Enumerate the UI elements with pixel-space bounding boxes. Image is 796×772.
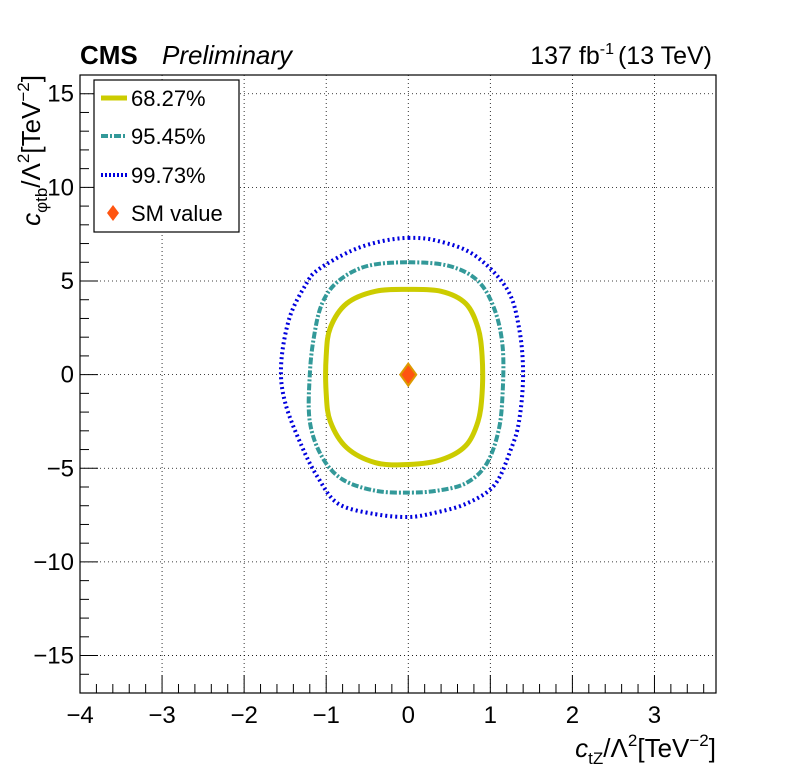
y-tick-label: 10 bbox=[47, 174, 74, 201]
status-label: Preliminary bbox=[162, 40, 294, 70]
x-tick-label: 0 bbox=[402, 702, 415, 729]
y-tick-label: 5 bbox=[61, 268, 74, 295]
contour-95-45 bbox=[306, 260, 506, 495]
experiment-label: CMS bbox=[80, 40, 138, 70]
lumi-label: 137 fb-1 (13 TeV) bbox=[530, 41, 712, 70]
x-tick-label: 2 bbox=[566, 702, 579, 729]
y-tick-label: −5 bbox=[47, 455, 74, 482]
legend-swatch-sm bbox=[107, 205, 119, 221]
contour-99-73 bbox=[278, 235, 526, 520]
sm-marker-layer bbox=[399, 361, 418, 388]
legend-box bbox=[93, 79, 240, 233]
legend-label-sm: SM value bbox=[131, 201, 223, 226]
y-tick-label: 15 bbox=[47, 81, 74, 108]
legend: 68.27% 95.45% 99.73% SM value bbox=[93, 79, 240, 233]
sm-value-marker bbox=[399, 361, 418, 388]
x-tick-label: 3 bbox=[648, 702, 661, 729]
plot-frame bbox=[79, 74, 717, 694]
series-layer bbox=[278, 235, 526, 520]
x-axis-title: ctZ/Λ2[TeV−2] bbox=[575, 731, 716, 768]
legend-label-68: 68.27% bbox=[131, 86, 206, 111]
legend-label-95: 95.45% bbox=[131, 124, 206, 149]
x-tick-label: −3 bbox=[148, 702, 175, 729]
x-tick-label: −4 bbox=[66, 702, 93, 729]
x-tick-label: −1 bbox=[313, 702, 340, 729]
x-tick-label: −2 bbox=[230, 702, 257, 729]
y-tick-label: −15 bbox=[33, 643, 74, 670]
x-tick-label: 1 bbox=[484, 702, 497, 729]
y-tick-label: 0 bbox=[61, 362, 74, 389]
y-axis-title: cφtb/Λ2[TeV−2] bbox=[14, 75, 51, 226]
contour-68-27 bbox=[323, 286, 486, 468]
legend-label-99: 99.73% bbox=[131, 163, 206, 188]
y-tick-label: −10 bbox=[33, 549, 74, 576]
